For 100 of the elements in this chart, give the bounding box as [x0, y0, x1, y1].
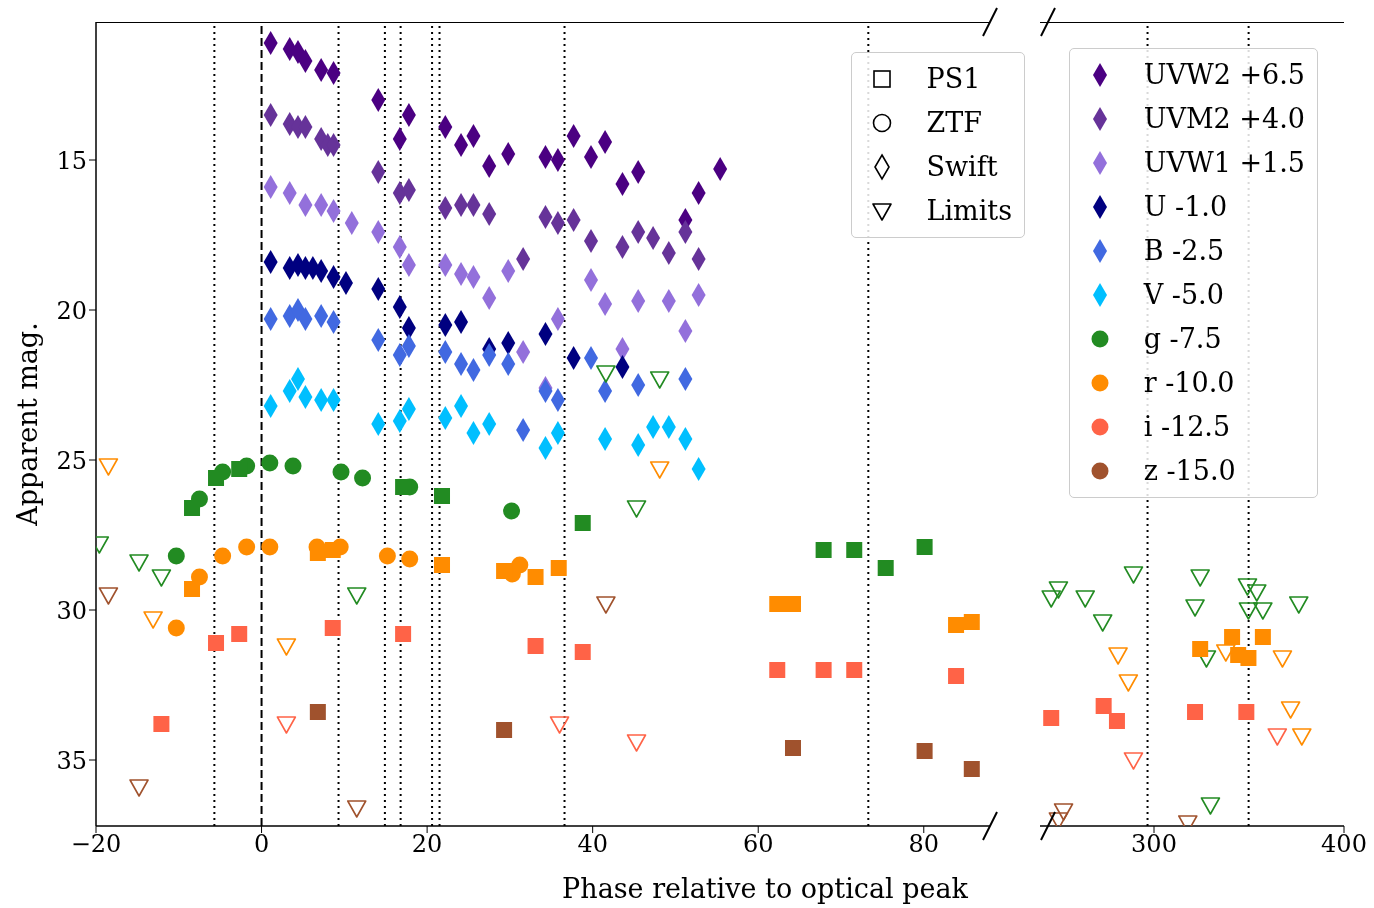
point	[231, 626, 248, 642]
y-tick-label: 25	[56, 446, 87, 475]
y-tick-label: 35	[56, 746, 87, 775]
point	[769, 662, 786, 678]
x-tick-label: 300	[1131, 830, 1177, 859]
point	[167, 619, 185, 637]
point	[1237, 578, 1258, 596]
point	[916, 743, 933, 759]
point	[511, 556, 529, 574]
point	[332, 463, 350, 481]
point	[238, 538, 256, 556]
legend-label: UVM2 +4.0	[1143, 102, 1305, 136]
point	[769, 596, 786, 612]
point	[129, 554, 149, 572]
point	[434, 557, 451, 573]
point	[1238, 704, 1255, 720]
point	[596, 365, 616, 383]
point	[1123, 752, 1144, 770]
point	[1123, 566, 1144, 584]
x-tick-label: 400	[1321, 830, 1367, 859]
point	[815, 542, 832, 558]
point	[151, 569, 172, 587]
legend-label: V -5.0	[1143, 278, 1224, 312]
legend-label: ZTF	[926, 106, 982, 140]
legend-label: i -12.5	[1143, 410, 1231, 444]
point	[1288, 596, 1309, 614]
point	[846, 542, 863, 558]
point	[1118, 674, 1139, 692]
x-tick-label: 20	[411, 830, 443, 859]
legend-label: PS1	[926, 62, 981, 96]
point	[550, 560, 567, 576]
legend-label: UVW1 +1.5	[1143, 146, 1305, 180]
x-axis-title: Phase relative to optical peak	[562, 873, 968, 904]
point	[649, 371, 670, 389]
point	[208, 635, 225, 651]
point	[167, 547, 185, 565]
point	[261, 538, 279, 556]
point	[877, 560, 894, 576]
point	[184, 500, 201, 516]
legend-label: r -10.0	[1143, 366, 1235, 400]
point	[496, 563, 513, 579]
point	[129, 779, 149, 797]
legend-label: U -1.0	[1143, 190, 1228, 224]
y-tick-label: 20	[56, 296, 87, 325]
legend-label: UVW2 +6.5	[1143, 58, 1305, 92]
legend-label: Limits	[926, 194, 1012, 228]
x-tick-label: 0	[253, 830, 270, 859]
legend-label: z -15.0	[1143, 454, 1236, 488]
x-tick-label: 40	[577, 830, 608, 859]
y-tick-label: 15	[56, 146, 87, 175]
point	[1216, 644, 1236, 662]
point	[378, 547, 396, 565]
point	[1187, 704, 1204, 720]
point	[574, 515, 591, 531]
point	[496, 722, 513, 738]
point	[527, 638, 544, 654]
point	[649, 461, 670, 479]
point	[309, 704, 326, 720]
point	[395, 626, 412, 642]
point	[208, 470, 225, 486]
point	[503, 502, 521, 520]
x-tick-label: 60	[742, 830, 774, 859]
point	[527, 569, 544, 585]
point	[1292, 728, 1312, 746]
point	[1224, 629, 1241, 645]
point	[784, 596, 801, 612]
point	[1267, 728, 1288, 746]
point	[143, 611, 163, 629]
point	[401, 550, 419, 568]
point	[626, 500, 647, 518]
point	[1200, 797, 1221, 815]
point	[784, 740, 801, 756]
point	[1108, 713, 1125, 729]
point	[98, 458, 119, 476]
point	[574, 644, 591, 660]
point	[98, 587, 119, 605]
point	[846, 662, 863, 678]
point	[324, 620, 341, 636]
point	[231, 461, 248, 477]
point	[815, 662, 832, 678]
point	[1043, 710, 1060, 726]
point	[1272, 650, 1293, 668]
point	[184, 581, 201, 597]
point	[1280, 701, 1301, 719]
point	[1254, 629, 1271, 645]
y-tick-label: 30	[56, 596, 87, 625]
point	[276, 716, 297, 734]
point	[1238, 602, 1259, 620]
legend-label: B -2.5	[1143, 234, 1225, 268]
point	[1053, 803, 1074, 821]
point	[276, 638, 297, 656]
point	[626, 734, 647, 752]
point	[1041, 590, 1062, 608]
point	[963, 614, 980, 630]
point	[1048, 581, 1069, 599]
x-tick-label: 80	[908, 830, 940, 859]
point	[596, 596, 616, 614]
point	[346, 587, 367, 605]
point	[1192, 641, 1209, 657]
legend-label: g -7.5	[1143, 322, 1222, 356]
